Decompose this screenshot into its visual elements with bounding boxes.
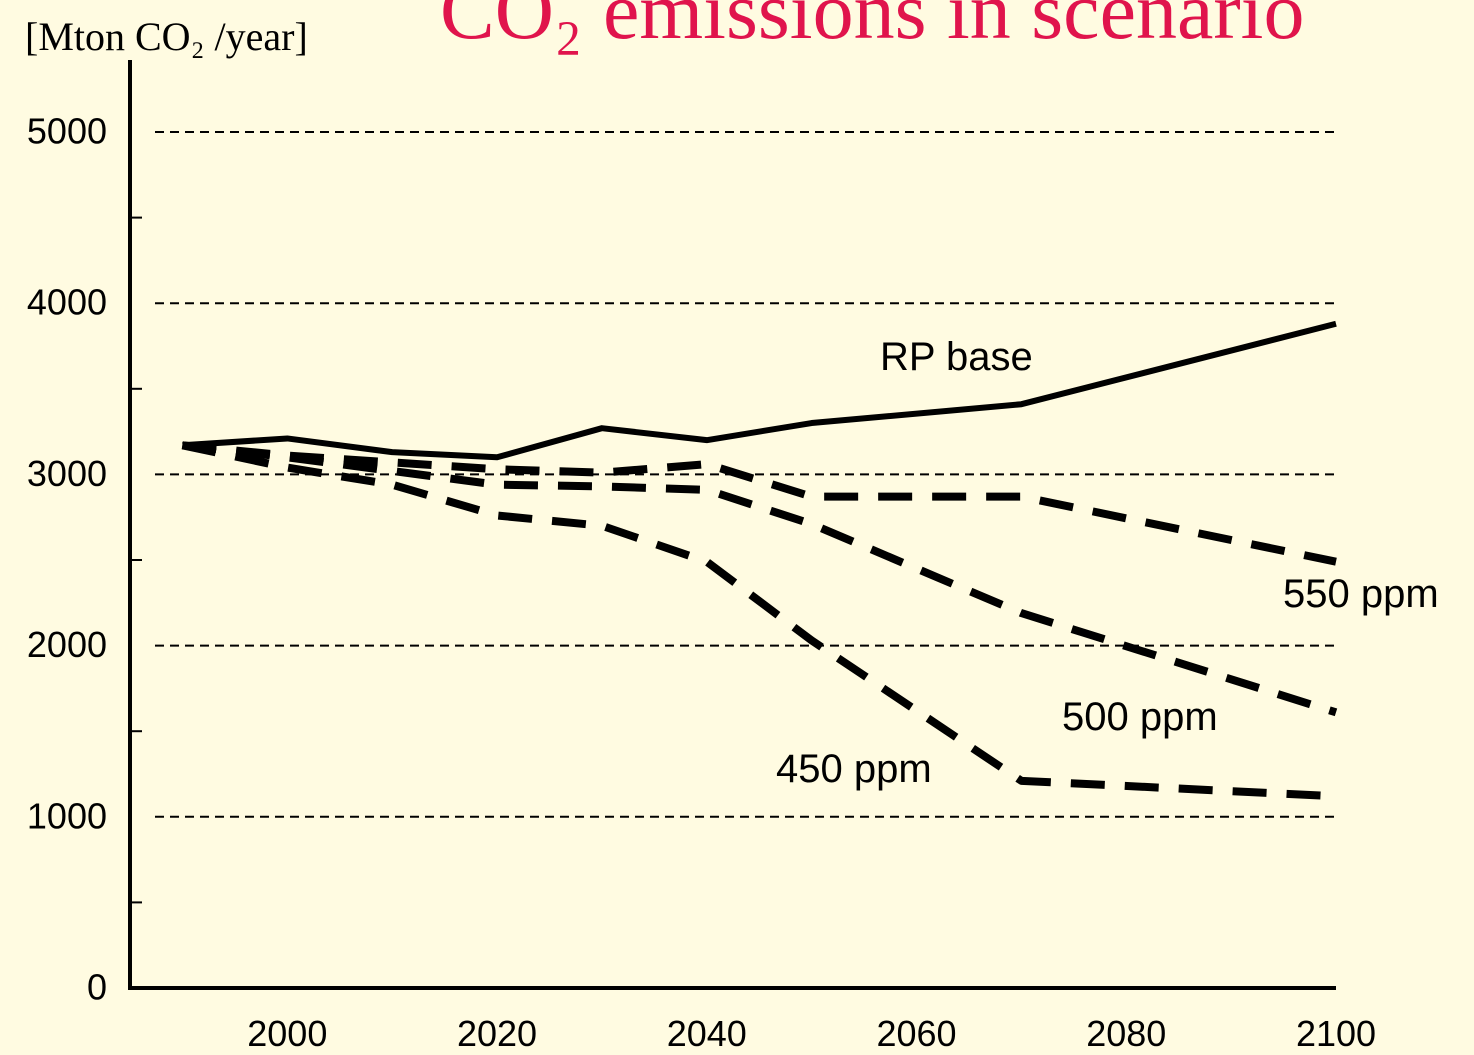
x-tick-label: 2060	[876, 1013, 956, 1054]
y-axis-label: [Mton CO₂ /year]	[25, 14, 308, 59]
x-tick-label: 2000	[247, 1013, 327, 1054]
y-tick-label: 5000	[27, 111, 107, 152]
series-line	[181, 441, 1337, 801]
x-tick-label: 2020	[457, 1013, 537, 1054]
y-tick-label: 0	[87, 967, 107, 1008]
series-label: RP base	[880, 335, 1033, 379]
x-tick-label: 2100	[1296, 1013, 1376, 1054]
series-label: 500 ppm	[1062, 695, 1218, 739]
x-tick-label: 2040	[667, 1013, 747, 1054]
x-tick-label: 2080	[1086, 1013, 1166, 1054]
y-tick-label: 3000	[27, 453, 107, 494]
series-line	[182, 320, 1337, 461]
chart-title: CO₂ emissions in scenario	[440, 0, 1304, 56]
y-tick-label: 1000	[27, 795, 107, 836]
series-label: 450 ppm	[776, 747, 932, 791]
series-line	[181, 441, 1338, 717]
y-tick-label: 4000	[27, 282, 107, 323]
series-label: 550 ppm	[1283, 572, 1439, 616]
y-tick-label: 2000	[27, 624, 107, 665]
